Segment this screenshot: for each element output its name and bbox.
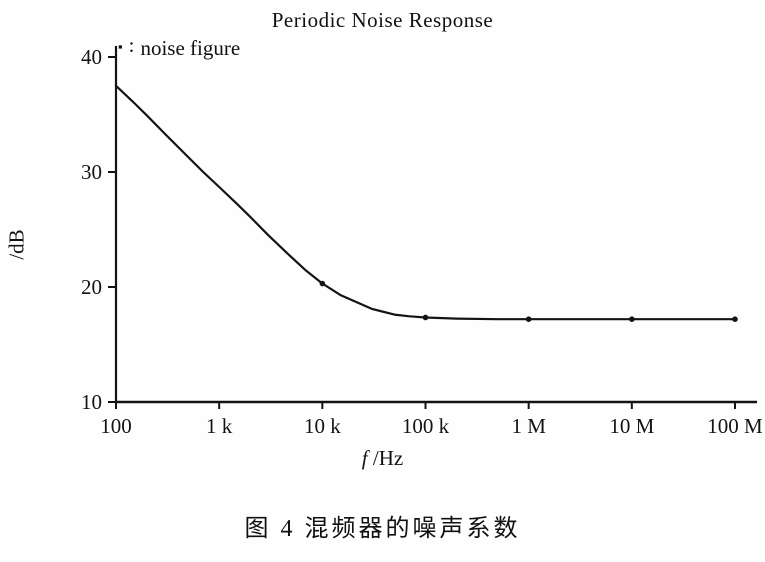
x-axis-variable: f — [361, 446, 368, 470]
x-tick-label: 100 k — [402, 414, 450, 438]
noise-figure-curve — [114, 84, 737, 321]
y-tick-label: 40 — [81, 45, 102, 69]
data-point-marker — [629, 316, 635, 323]
data-point-marker — [422, 314, 429, 321]
data-point-marker — [319, 280, 326, 287]
x-tick-label: 100 M — [707, 414, 763, 438]
x-axis-title: f /Hz — [0, 446, 765, 471]
x-axis-unit: /Hz — [367, 446, 404, 470]
chart-title: Periodic Noise Response — [271, 8, 494, 32]
figure-caption: 图 4 混频器的噪声系数 — [244, 516, 521, 542]
y-tick-label: 20 — [81, 275, 102, 299]
x-tick-label: 1 k — [206, 414, 233, 438]
legend-label: noise figure — [140, 36, 241, 60]
y-tick-label: 30 — [81, 160, 102, 184]
data-point-marker — [525, 316, 532, 323]
legend-separator: : — [128, 33, 135, 57]
y-tick-label: 10 — [81, 390, 102, 414]
x-tick-label: 10 M — [609, 414, 654, 438]
x-tick-label: 10 k — [304, 414, 341, 438]
x-tick-label: 1 M — [511, 414, 546, 438]
x-tick-label: 100 — [100, 414, 132, 438]
legend: ▪ : noise figure — [118, 33, 241, 61]
data-point-marker — [732, 316, 738, 323]
legend-marker-icon: ▪ — [118, 39, 123, 54]
